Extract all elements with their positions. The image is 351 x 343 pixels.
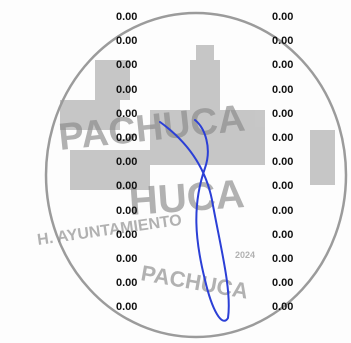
value-cell: 0.00 xyxy=(272,204,294,217)
seal-building-illustration xyxy=(60,45,335,190)
right-values-column: 0.00 0.00 0.00 0.00 0.00 0.00 0.00 0.00 … xyxy=(272,10,293,324)
value-cell: 0.00 xyxy=(116,228,138,241)
value-cell: 0.00 xyxy=(272,83,294,96)
value-cell: 0.00 xyxy=(116,59,138,72)
value-cell: 0.00 xyxy=(116,252,138,265)
value-cell: 0.00 xyxy=(272,180,294,193)
value-cell: 0.00 xyxy=(116,277,138,290)
value-cell: 0.00 xyxy=(272,301,294,314)
value-cell: 0.00 xyxy=(272,131,294,144)
value-cell: 0.00 xyxy=(116,204,138,217)
value-cell: 0.00 xyxy=(272,59,294,72)
seal-year: 2024 xyxy=(235,250,255,260)
value-cell: 0.00 xyxy=(272,252,294,265)
value-cell: 0.00 xyxy=(272,156,294,169)
value-cell: 0.00 xyxy=(272,11,294,23)
seal-text-pachuca: PACHUCA xyxy=(139,260,250,303)
value-cell: 0.00 xyxy=(272,35,294,48)
seal-text-bottom: H. AYUNTAMIENTO xyxy=(36,212,183,249)
value-cell: 0.00 xyxy=(116,83,138,96)
value-cell: 0.00 xyxy=(116,131,138,144)
value-cell: 0.00 xyxy=(272,107,294,120)
value-cell: 0.00 xyxy=(116,180,138,193)
value-cell: 0.00 xyxy=(116,35,138,48)
value-cell: 0.00 xyxy=(272,277,294,290)
value-cell: 0.00 xyxy=(272,228,294,241)
left-values-column: 0.00 0.00 0.00 0.00 0.00 0.00 0.00 0.00 … xyxy=(116,10,137,324)
value-cell: 0.00 xyxy=(116,301,138,314)
value-cell: 0.00 xyxy=(116,11,138,23)
value-cell: 0.00 xyxy=(116,107,138,120)
value-cell: 0.00 xyxy=(116,156,138,169)
